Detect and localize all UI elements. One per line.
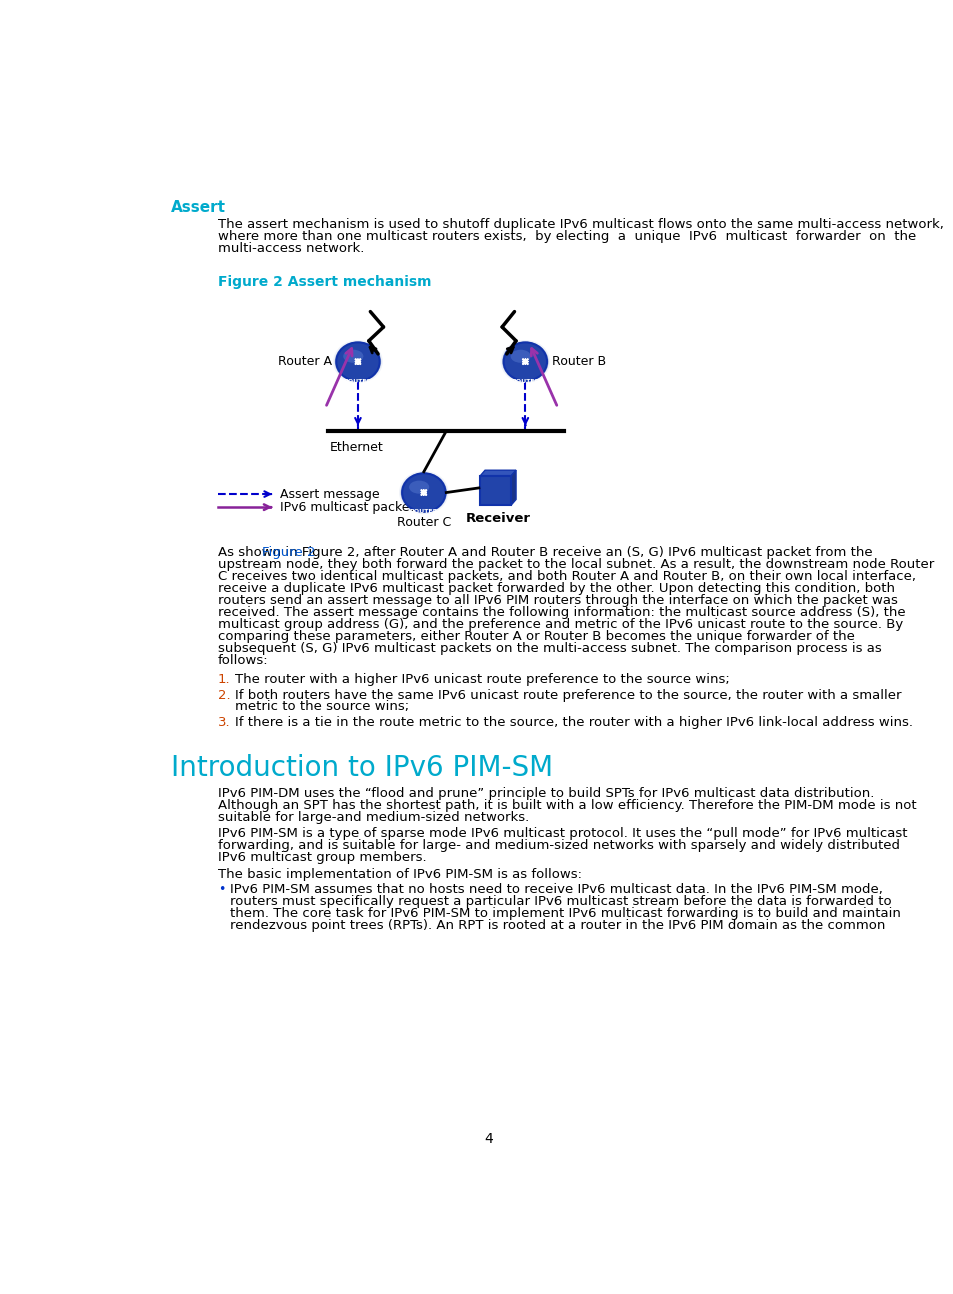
Text: upstream node, they both forward the packet to the local subnet. As a result, th: upstream node, they both forward the pac… [217,559,933,572]
Ellipse shape [409,480,429,494]
Text: comparing these parameters, either Router A or Router B becomes the unique forwa: comparing these parameters, either Route… [217,630,854,643]
Ellipse shape [343,349,363,362]
Text: Receiver: Receiver [465,512,530,525]
Text: 2.: 2. [217,688,230,701]
Text: If both routers have the same IPv6 unicast route preference to the source, the r: If both routers have the same IPv6 unica… [235,688,901,701]
Text: suitable for large-and medium-sized networks.: suitable for large-and medium-sized netw… [217,810,528,823]
Text: received. The assert message contains the following information: the multicast s: received. The assert message contains th… [217,606,904,619]
Text: ROUTER: ROUTER [343,379,372,383]
Text: 1.: 1. [217,673,230,686]
Ellipse shape [333,340,382,383]
Text: follows:: follows: [217,653,268,666]
Text: Assert: Assert [171,201,226,215]
Text: The basic implementation of IPv6 PIM-SM is as follows:: The basic implementation of IPv6 PIM-SM … [217,867,581,880]
Text: Router B: Router B [551,355,605,367]
Text: routers must specifically request a particular IPv6 multicast stream before the : routers must specifically request a part… [230,895,891,908]
Text: metric to the source wins;: metric to the source wins; [235,700,409,713]
Text: receive a duplicate IPv6 multicast packet forwarded by the other. Upon detecting: receive a duplicate IPv6 multicast packe… [217,582,894,595]
Text: routers send an assert message to all IPv6 PIM routers through the interface on : routers send an assert message to all IP… [217,594,897,607]
Text: Router C: Router C [396,515,451,529]
Text: The assert mechanism is used to shutoff duplicate IPv6 multicast flows onto the : The assert mechanism is used to shutoff … [217,219,943,232]
Text: Figure 2: Figure 2 [261,546,315,559]
Text: IPv6 PIM-SM assumes that no hosts need to receive IPv6 multicast data. In the IP: IPv6 PIM-SM assumes that no hosts need t… [230,884,882,897]
Ellipse shape [500,340,550,383]
Ellipse shape [335,343,379,380]
Text: IPv6 PIM-SM is a type of sparse mode IPv6 multicast protocol. It uses the “pull : IPv6 PIM-SM is a type of sparse mode IPv… [217,827,906,840]
Text: Router A: Router A [277,355,332,367]
Text: IPv6 PIM-DM uses the “flood and prune” principle to build SPTs for IPv6 multicas: IPv6 PIM-DM uses the “flood and prune” p… [217,787,873,800]
Text: If there is a tie in the route metric to the source, the router with a higher IP: If there is a tie in the route metric to… [235,716,913,730]
Text: 3.: 3. [217,716,230,730]
Text: Figure 2 Assert mechanism: Figure 2 Assert mechanism [217,274,431,289]
Ellipse shape [503,343,546,380]
Text: Ethernet: Ethernet [330,441,383,454]
Text: As shown in Figure 2, after Router A and Router B receive an (S, G) IPv6 multica: As shown in Figure 2, after Router A and… [217,546,871,559]
Ellipse shape [400,472,447,512]
Text: The router with a higher IPv6 unicast route preference to the source wins;: The router with a higher IPv6 unicast ro… [235,673,729,686]
Text: forwarding, and is suitable for large- and medium-sized networks with sparsely a: forwarding, and is suitable for large- a… [217,839,899,851]
Polygon shape [511,470,516,505]
Polygon shape [480,470,516,476]
Text: 4: 4 [484,1132,493,1145]
Text: subsequent (S, G) IPv6 multicast packets on the multi-access subnet. The compari: subsequent (S, G) IPv6 multicast packets… [217,642,881,655]
Text: multicast group address (G), and the preference and metric of the IPv6 unicast r: multicast group address (G), and the pre… [217,619,902,631]
Text: Introduction to IPv6 PIM-SM: Introduction to IPv6 PIM-SM [171,754,553,783]
FancyBboxPatch shape [480,476,511,505]
Ellipse shape [335,342,381,382]
Text: C receives two identical multicast packets, and both Router A and Router B, on t: C receives two identical multicast packe… [217,571,915,584]
Text: IPv6 multicast group members.: IPv6 multicast group members. [217,851,426,864]
Text: them. The core task for IPv6 PIM-SM to implement IPv6 multicast forwarding is to: them. The core task for IPv6 PIM-SM to i… [230,907,900,920]
Text: where more than one multicast routers exists,  by electing  a  unique  IPv6  mul: where more than one multicast routers ex… [217,230,915,243]
Ellipse shape [402,474,445,512]
Ellipse shape [501,342,548,382]
Text: Assert message: Assert message [279,488,379,501]
Text: ROUTER: ROUTER [409,510,437,515]
Ellipse shape [510,349,530,362]
Text: IPv6 multicast packets: IPv6 multicast packets [279,501,420,514]
Text: ROUTER: ROUTER [511,379,539,383]
Text: multi-access network.: multi-access network. [217,242,364,255]
Text: •: • [217,884,225,897]
Text: rendezvous point trees (RPTs). An RPT is rooted at a router in the IPv6 PIM doma: rendezvous point trees (RPTs). An RPT is… [230,919,884,932]
Text: Although an SPT has the shortest path, it is built with a low efficiency. Theref: Although an SPT has the shortest path, i… [217,798,915,811]
Ellipse shape [398,471,448,514]
